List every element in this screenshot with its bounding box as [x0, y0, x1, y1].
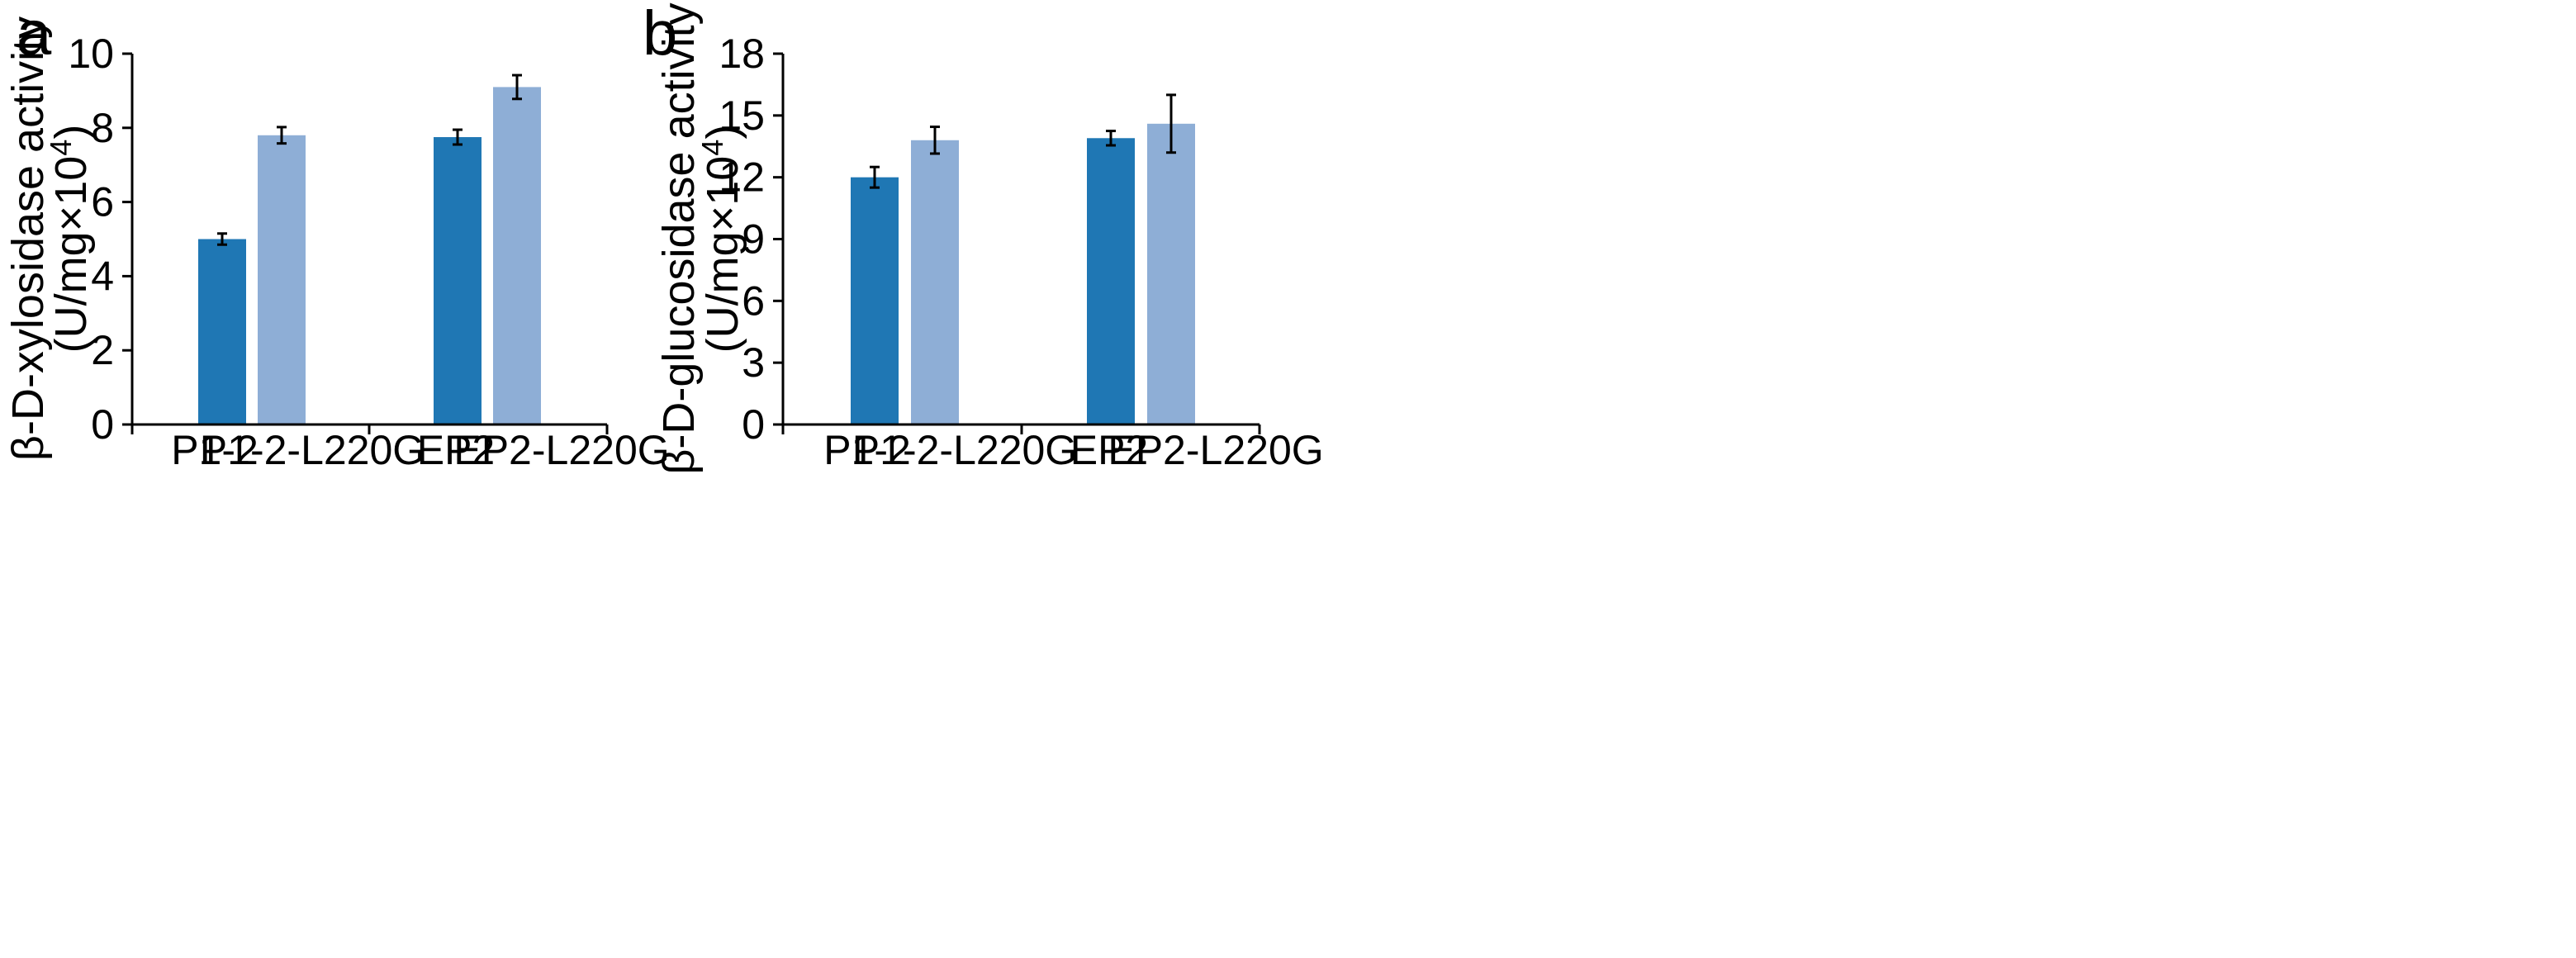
y-tick-label: 8 — [91, 105, 114, 151]
y-tick-label: 6 — [91, 179, 114, 225]
x-category-label: EP2-L220G — [453, 427, 669, 473]
x-category-label: EP2 — [417, 427, 496, 473]
y-tick-label: 12 — [719, 154, 765, 201]
y-tick-label: 6 — [742, 277, 765, 324]
y-axis-title-line1: β-D-xylosidase activity — [3, 17, 53, 461]
y-tick-label: 2 — [91, 327, 114, 373]
y-tick-label: 10 — [68, 31, 114, 77]
bar — [1087, 138, 1135, 424]
bar — [851, 177, 899, 424]
x-category-label: EP2-L220G — [1108, 427, 1323, 473]
bar — [258, 135, 306, 424]
y-tick-label: 9 — [742, 216, 765, 263]
bar — [911, 140, 959, 424]
y-tick-label: 18 — [719, 31, 765, 77]
y-axis-title-line2: (U/mg×104) — [44, 125, 96, 353]
x-category-label: EP2 — [1070, 427, 1149, 473]
x-category-label: P1-2 — [823, 427, 911, 473]
y-axis-title-exponent: 4 — [695, 140, 729, 156]
y-axis-title-line1: β-D-glucosidase activity — [654, 2, 704, 474]
bar — [198, 239, 246, 424]
bar — [493, 87, 541, 424]
x-category-label: P1-2-L220G — [852, 427, 1077, 473]
panel-label: b — [643, 0, 677, 69]
y-axis-title-line2: (U/mg×104) — [695, 125, 747, 353]
y-axis-title-close: ) — [698, 125, 747, 140]
y-axis-title-units: (U/mg×10 — [46, 156, 96, 353]
panel-label: a — [17, 0, 52, 69]
y-axis-title-exponent: 4 — [44, 140, 78, 156]
y-tick-label: 4 — [91, 253, 114, 299]
y-tick-label: 3 — [742, 339, 765, 386]
y-axis-title-close: ) — [46, 125, 96, 140]
y-tick-label: 15 — [719, 92, 765, 139]
y-tick-label: 0 — [742, 401, 765, 448]
y-tick-label: 0 — [91, 401, 114, 448]
bar — [1147, 123, 1195, 425]
x-category-label: P1-2-L220G — [200, 427, 425, 473]
y-axis-title-units: (U/mg×10 — [698, 156, 747, 353]
bar — [434, 137, 482, 424]
x-category-label: P1-2 — [171, 427, 259, 473]
